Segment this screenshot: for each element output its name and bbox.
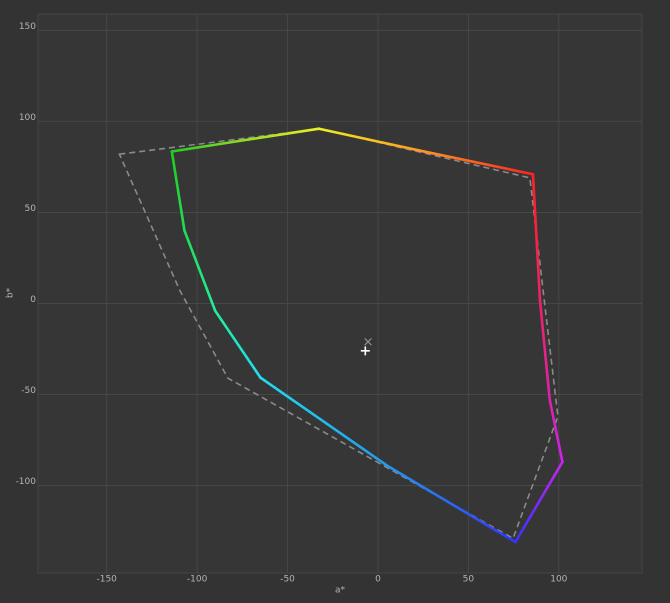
gamut-edge (531, 172, 542, 302)
y-axis-label: b* (6, 287, 16, 298)
y-tick-label: -50 (21, 386, 36, 396)
gamut-edge (514, 460, 564, 544)
gamut-edge (170, 138, 250, 153)
gamut-edge (183, 229, 217, 313)
x-tick-label: -50 (280, 575, 295, 585)
y-tick-label: 100 (19, 113, 36, 123)
gamut-edge (385, 464, 517, 544)
gamut-edge (213, 309, 262, 379)
x-tick-label: -100 (187, 575, 208, 585)
x-tick-label: -150 (96, 575, 117, 585)
gamut-edge (548, 398, 564, 464)
gamut-edge (317, 127, 421, 152)
y-tick-label: 150 (19, 22, 36, 32)
y-tick-label: 50 (25, 204, 37, 214)
x-tick-label: 0 (375, 575, 381, 585)
x-axis-label: a* (335, 586, 346, 596)
y-tick-label: 0 (30, 295, 36, 305)
x-tick-label: 100 (550, 575, 567, 585)
gamut-edge (418, 149, 535, 176)
gamut-edge (538, 299, 552, 402)
white-point-marker (364, 337, 372, 346)
x-tick-label: 50 (463, 575, 475, 585)
plot-area (37, 13, 643, 574)
white-point-marker (360, 346, 370, 356)
y-tick-label: -100 (16, 477, 37, 487)
gamut-edge (170, 150, 186, 232)
gamut-edge (246, 127, 321, 141)
gamut-edge (259, 376, 389, 467)
